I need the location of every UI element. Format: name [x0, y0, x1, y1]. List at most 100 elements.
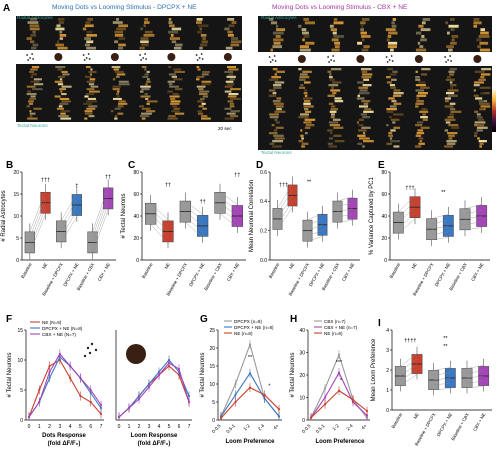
g-data-point: [234, 382, 237, 386]
y-tick-label: 10: [13, 214, 19, 220]
heat-streak: [86, 88, 95, 91]
x-axis-label: Loom Preference: [225, 439, 275, 445]
heat-streak: [473, 21, 482, 25]
heat-streak: [143, 24, 146, 28]
x-tick-label: CBX + NE: [472, 412, 486, 432]
heat-streak: [332, 81, 342, 84]
heat-streak: [118, 102, 128, 105]
heat-streak: [357, 142, 363, 145]
dots-data-point: [79, 376, 82, 380]
paired-line: [400, 369, 418, 381]
heat-streak: [114, 34, 124, 37]
heat-streak: [170, 34, 174, 37]
heat-streak: [420, 73, 428, 76]
heat-streak: [473, 89, 476, 92]
heat-streak: [448, 134, 455, 137]
significance-marker: **: [307, 180, 312, 186]
heat-streak: [117, 105, 124, 108]
heat-streak: [390, 140, 401, 143]
y-tick-label: 5: [212, 400, 215, 406]
paired-line: [29, 208, 46, 248]
heat-streak: [144, 93, 148, 96]
loom-data-point: [167, 361, 171, 365]
dots-stimulus-icon: [32, 58, 35, 60]
heat-streak: [386, 81, 392, 84]
panel-letter-b: B: [6, 160, 13, 171]
heat-streak: [144, 68, 147, 71]
significance-marker: †††: [41, 178, 50, 184]
heat-streak: [333, 35, 344, 38]
heat-streak: [330, 116, 335, 119]
heat-streak: [145, 97, 149, 100]
h-data-point: [365, 409, 369, 413]
heat-streak: [390, 129, 396, 132]
heat-streak: [27, 90, 31, 93]
heat-streak: [273, 86, 282, 89]
heat-streak: [388, 97, 395, 100]
heat-streak: [473, 132, 478, 135]
heat-streak: [357, 41, 363, 45]
x-tick-label: 0.5-1: [225, 423, 236, 434]
dots-stimulus-icon: [196, 59, 199, 61]
y-tick-label: 3: [386, 348, 389, 354]
heat-streak: [196, 78, 200, 81]
heat-streak: [57, 75, 65, 78]
heat-streak: [480, 92, 490, 95]
significance-marker: *: [268, 384, 271, 390]
heat-streak: [449, 73, 454, 76]
heat-streak: [269, 89, 276, 92]
heat-streak: [303, 81, 311, 84]
x-tick-label: 4+: [272, 423, 279, 430]
heat-streak: [59, 78, 63, 81]
heat-streak: [415, 89, 424, 92]
heat-streak: [114, 30, 124, 34]
paired-line: [433, 367, 451, 371]
heat-streak: [448, 137, 453, 140]
dots-series-line: [28, 356, 102, 418]
colorbar-tick-label: 40%: [477, 115, 485, 119]
heat-streak: [29, 110, 32, 113]
heat-streak: [271, 124, 275, 127]
heat-streak: [330, 108, 339, 111]
heat-streak: [327, 94, 335, 97]
heat-streak: [201, 80, 212, 83]
heat-streak: [30, 80, 40, 83]
heat-streak: [273, 41, 281, 45]
g-series-line: [220, 372, 280, 417]
heat-streak: [111, 66, 121, 69]
dots-data-point: [38, 388, 41, 392]
y-tick-label: 1: [386, 388, 389, 394]
heat-streak: [303, 18, 309, 21]
heat-streak: [226, 75, 236, 78]
heat-streak: [422, 18, 431, 21]
heat-streak: [473, 84, 480, 87]
heat-streak: [271, 76, 281, 79]
heat-streak: [304, 21, 315, 25]
y-tick-label: 10: [209, 382, 215, 388]
heat-streak: [272, 92, 277, 95]
heat-streak: [327, 142, 333, 145]
heat-streak: [444, 129, 448, 132]
heat-streak: [361, 100, 371, 103]
heat-streak: [227, 66, 237, 69]
x-axis-label: Loom Preference: [315, 439, 365, 445]
heat-streak: [387, 45, 397, 49]
loom-stimulus-icon: [297, 55, 306, 63]
heat-streak: [446, 140, 457, 143]
x-axis-label: (fold ΔF/F₀): [48, 441, 81, 447]
heat-streak: [170, 100, 181, 103]
x-tick-label: 3: [148, 424, 151, 430]
heat-streak: [332, 118, 341, 121]
significance-marker: **: [248, 355, 253, 361]
heat-streak: [85, 66, 91, 69]
heat-streak: [228, 68, 239, 71]
x-tick-label: Baseline: [388, 262, 401, 280]
heat-streak: [363, 102, 369, 105]
paired-line: [307, 218, 323, 226]
heat-streak: [276, 28, 286, 32]
heat-streak: [228, 24, 235, 28]
colorbar-tick-label: 80%: [477, 99, 485, 103]
heat-streak: [387, 68, 394, 71]
heat-streak: [302, 38, 305, 42]
dots-stimulus-icon: [85, 57, 88, 59]
